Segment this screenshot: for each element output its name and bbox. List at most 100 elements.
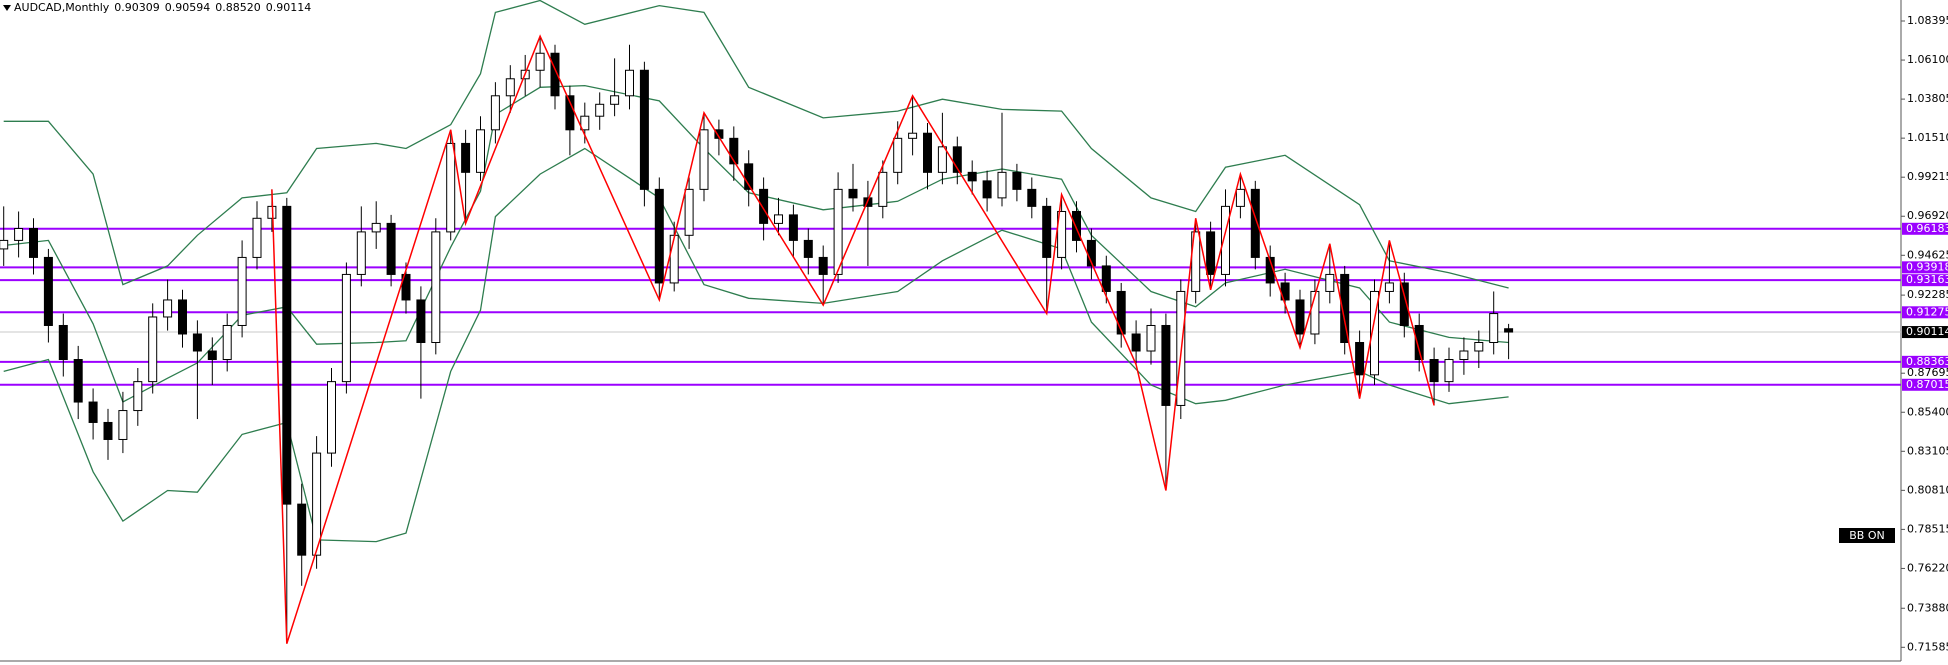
chart-header: AUDCAD,Monthly 0.90309 0.90594 0.88520 0.901… — [3, 1, 321, 14]
candle-body — [923, 132, 932, 173]
y-tick-label: 0.96920 — [1907, 209, 1948, 222]
candle-body — [118, 410, 128, 440]
candle-body — [1265, 256, 1275, 284]
y-tick-label: 1.08395 — [1907, 14, 1948, 27]
candle-body — [341, 273, 351, 383]
candle-body — [371, 222, 381, 233]
level-label-box — [1902, 355, 1948, 368]
candle-body — [148, 316, 158, 383]
candle-body — [818, 256, 828, 275]
candle-body — [982, 180, 992, 199]
level-label: 0.88363 — [1906, 355, 1948, 368]
candle-body — [252, 217, 262, 258]
candle-body — [222, 324, 232, 361]
candle-body — [461, 142, 471, 173]
current-price-label: 0.90114 — [1906, 325, 1948, 338]
candle-body — [908, 132, 918, 139]
candle-body — [133, 381, 143, 412]
candle-body — [669, 234, 679, 284]
candle-body — [1340, 273, 1350, 343]
y-tick-label: 0.92285 — [1907, 288, 1948, 301]
candle-body — [729, 137, 739, 165]
candle-body — [282, 205, 292, 505]
candle-body — [893, 137, 903, 173]
candle-body — [431, 231, 441, 343]
y-tick-label: 0.78515 — [1907, 522, 1948, 535]
level-label-box — [1902, 274, 1948, 287]
candle-body — [446, 142, 456, 233]
menu-arrow[interactable] — [3, 4, 11, 12]
candle-body — [178, 299, 187, 335]
candle-body — [416, 299, 426, 343]
candle-body — [356, 231, 366, 275]
candle-body — [684, 188, 694, 236]
candle-body — [1370, 290, 1379, 376]
candle-body — [654, 188, 664, 284]
candle-body — [1027, 188, 1037, 207]
candle-body — [1250, 188, 1260, 258]
y-tick-label: 0.76220 — [1907, 561, 1948, 574]
y-tick-label: 0.71585 — [1907, 640, 1948, 653]
candle-body — [625, 69, 634, 97]
y-tick-label: 1.01510 — [1907, 131, 1948, 144]
candle-body — [490, 95, 500, 131]
candle-body — [714, 129, 724, 139]
level-label: 0.93918 — [1906, 260, 1948, 273]
candle-body — [550, 52, 560, 97]
y-tick-label: 1.03805 — [1907, 92, 1948, 105]
candle-body — [1101, 265, 1111, 292]
y-tick-label: 0.80810 — [1907, 483, 1948, 496]
candle-body — [1414, 324, 1424, 361]
candle-body — [595, 103, 605, 117]
candle-body — [297, 503, 307, 556]
candle-body — [88, 401, 98, 423]
candle-body — [163, 299, 173, 318]
candle-body — [1072, 210, 1081, 241]
candle-body — [1429, 359, 1439, 383]
candle-body — [580, 115, 590, 131]
candle-body — [237, 256, 247, 326]
candle-body — [73, 359, 83, 403]
candle-body — [1206, 231, 1216, 275]
candle-body — [1355, 341, 1365, 376]
candle-body — [1310, 290, 1320, 335]
candle-body — [0, 239, 9, 250]
level-label-box — [1902, 222, 1948, 235]
candle-body — [997, 171, 1007, 199]
indicator-box — [1839, 528, 1895, 543]
candle-body — [1295, 299, 1305, 335]
candle-body — [58, 324, 68, 361]
candle-body — [759, 188, 769, 224]
candle-body — [312, 452, 322, 556]
candle-body — [207, 350, 217, 361]
candle-body — [1161, 324, 1171, 406]
symbol-title: AUDCAD,Monthly — [14, 1, 110, 14]
candle-body — [1116, 290, 1126, 335]
candle-body — [1057, 210, 1067, 258]
candle-body — [774, 214, 783, 224]
candle-body — [639, 69, 649, 190]
level-label-box — [1902, 261, 1948, 274]
candle-body — [1504, 328, 1514, 333]
candle-body — [744, 163, 754, 190]
candle-body — [937, 146, 947, 173]
candle-body — [1235, 188, 1245, 207]
y-tick-label: 1.06100 — [1907, 53, 1948, 66]
candle-body — [1459, 350, 1469, 361]
candle-body — [1221, 205, 1230, 275]
y-tick-label: 0.87695 — [1907, 366, 1948, 379]
ohlc-value: 0.88520 — [215, 1, 261, 14]
ohlc-value: 0.90309 — [114, 1, 160, 14]
candle-body — [505, 78, 515, 97]
ohlc-value: 0.90114 — [265, 1, 312, 14]
level-label: 0.93163 — [1906, 273, 1948, 286]
candle-body — [833, 188, 843, 275]
candle-body — [1012, 171, 1022, 190]
bollinger-upper — [3, 0, 1509, 289]
candle-body — [14, 228, 24, 241]
candle-body — [192, 333, 202, 352]
zigzag-line — [271, 34, 1435, 644]
candle-body — [1146, 324, 1156, 352]
candle-body — [1399, 282, 1409, 326]
